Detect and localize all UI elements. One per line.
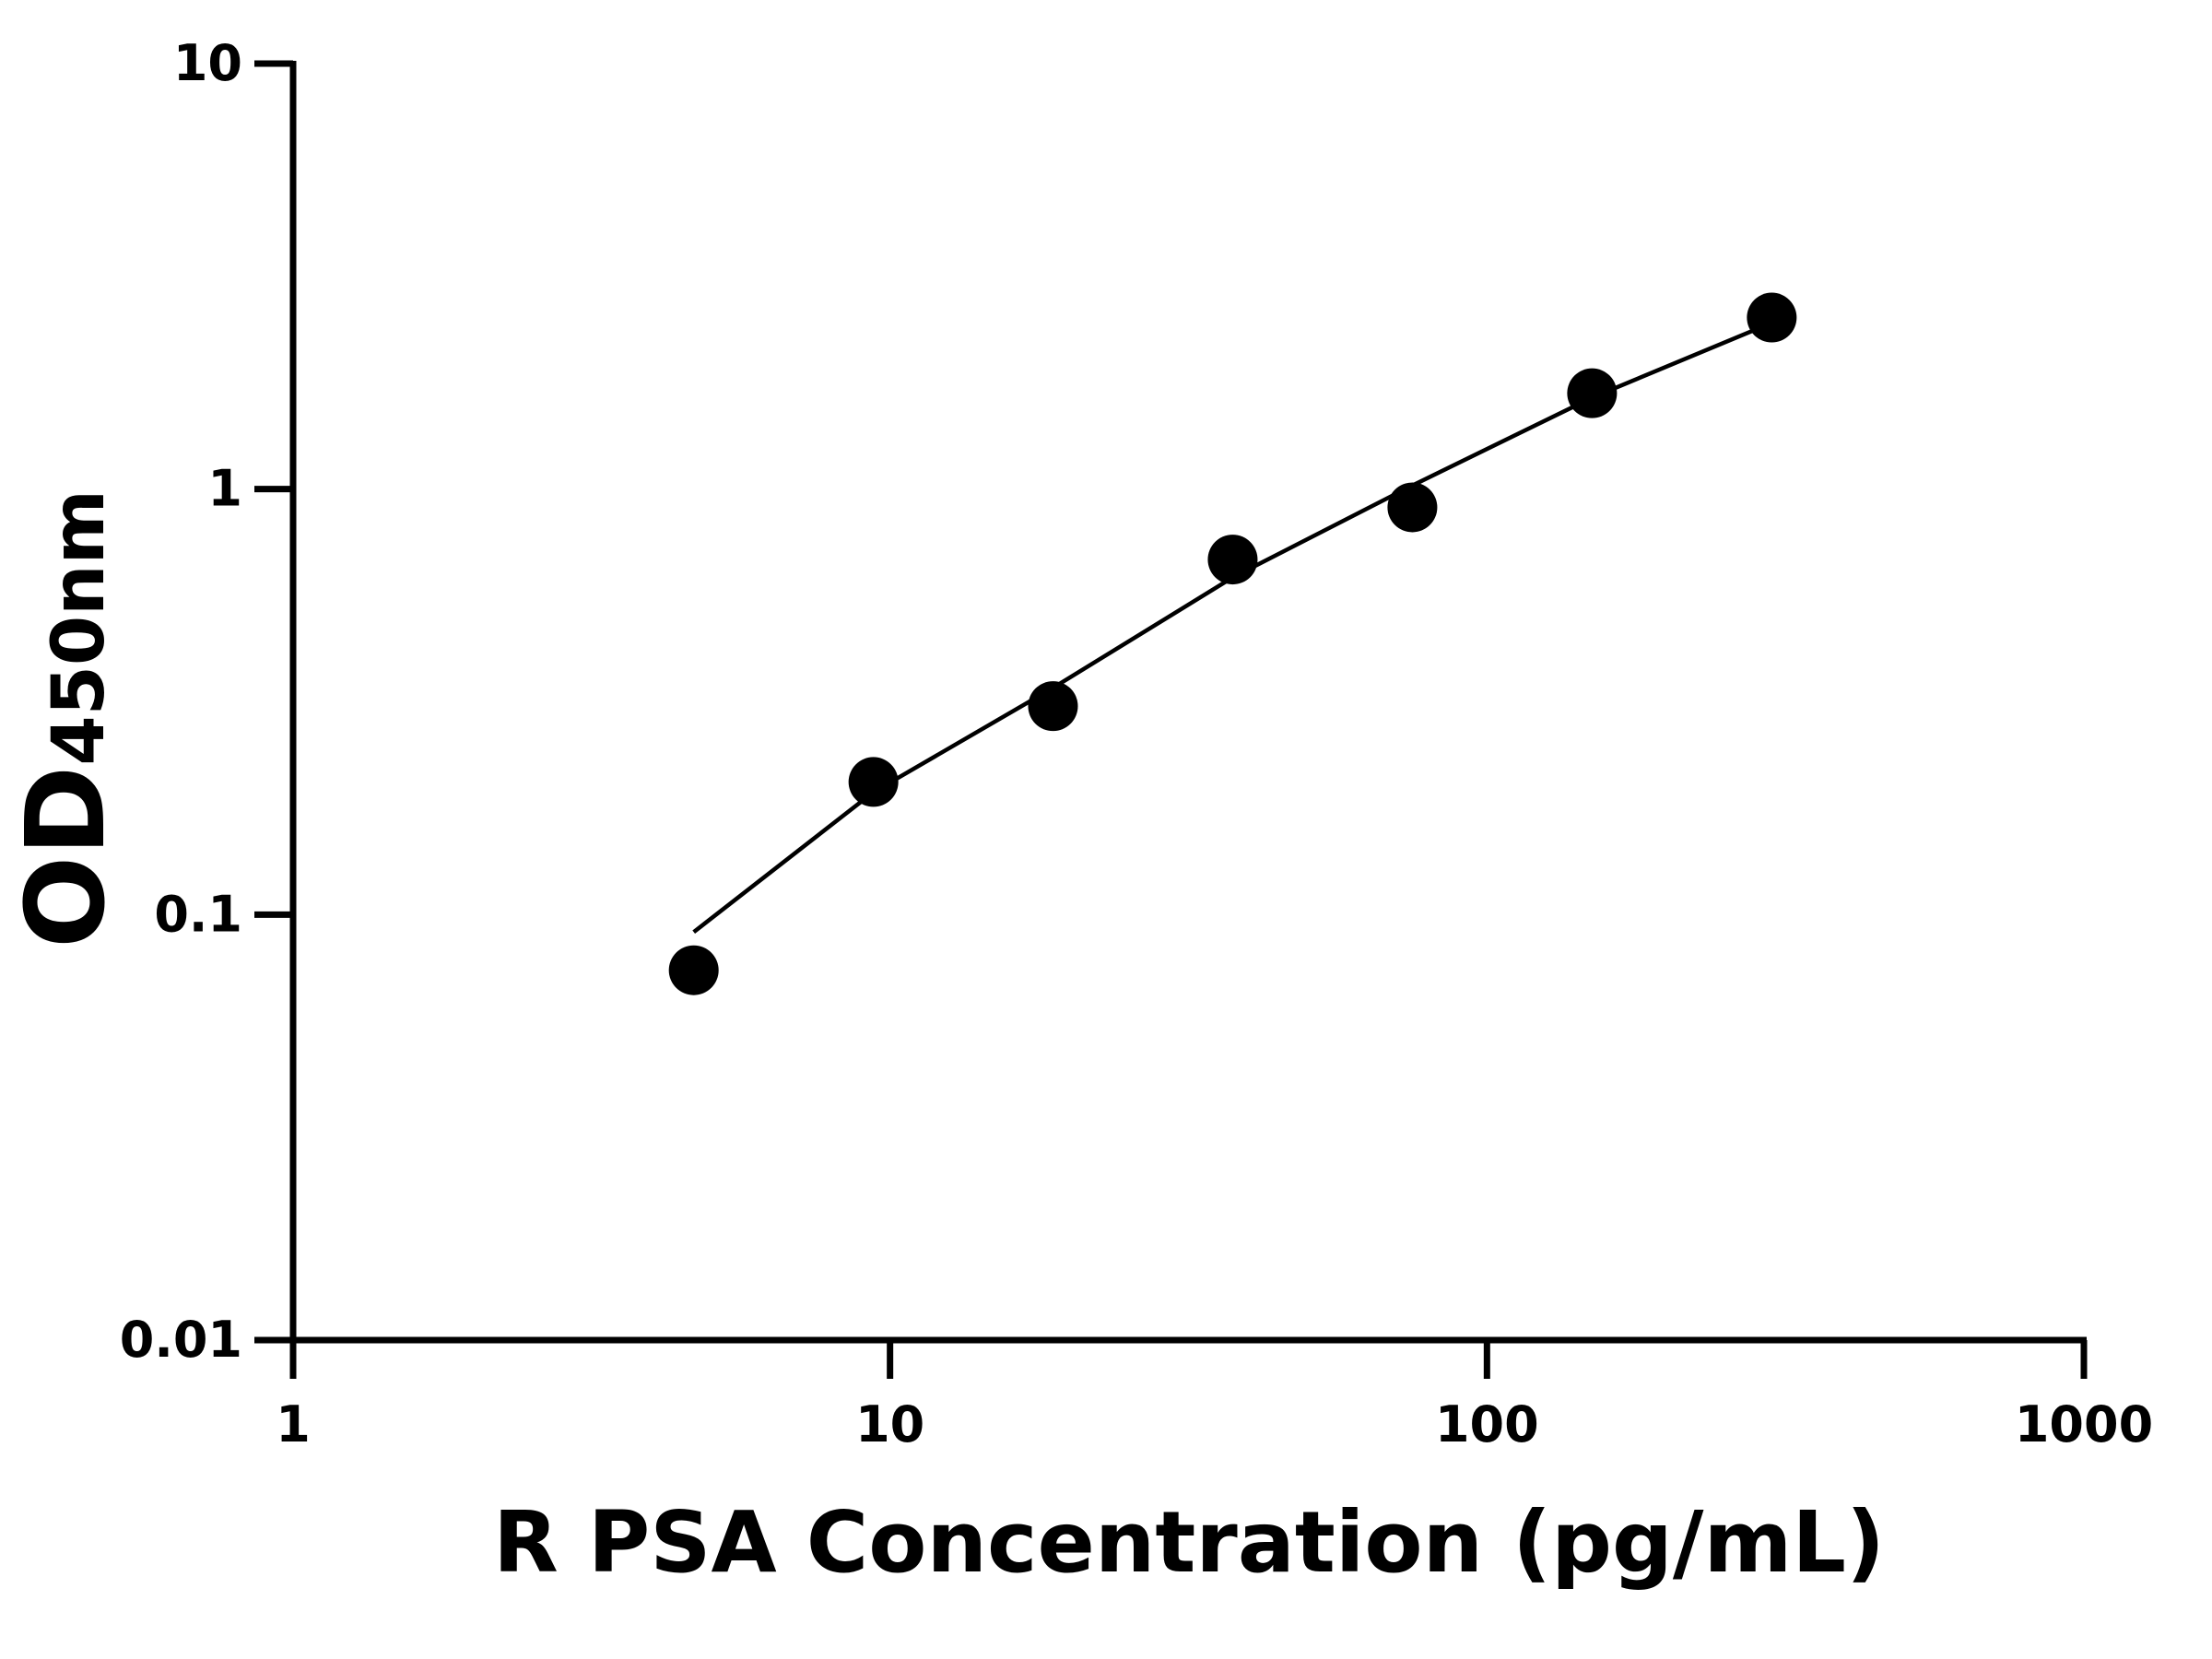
data-point (1387, 482, 1438, 533)
y-axis-label-main: OD (2, 766, 129, 948)
y-axis-label: OD450nm (2, 489, 129, 948)
data-point (848, 757, 899, 807)
data-point (668, 945, 719, 995)
x-tick-label: 10 (855, 1395, 924, 1453)
x-axis-label: R PSA Concentration (pg/mL) (493, 1493, 1885, 1592)
data-point (1747, 292, 1797, 343)
y-tick-label: 10 (173, 34, 242, 92)
y-axis-label-sub: 450nm (38, 489, 121, 766)
y-tick-label: 1 (207, 460, 242, 518)
data-point (1207, 535, 1258, 585)
fit-curve (692, 321, 1773, 935)
x-tick-label: 1 (276, 1395, 311, 1453)
x-tick-label: 1000 (2015, 1395, 2153, 1453)
y-tick-label: 0.01 (120, 1311, 242, 1369)
x-tick-label: 100 (1435, 1395, 1539, 1453)
y-tick-label: 0.1 (154, 885, 242, 943)
data-point (1567, 368, 1618, 418)
data-point (1028, 681, 1078, 732)
